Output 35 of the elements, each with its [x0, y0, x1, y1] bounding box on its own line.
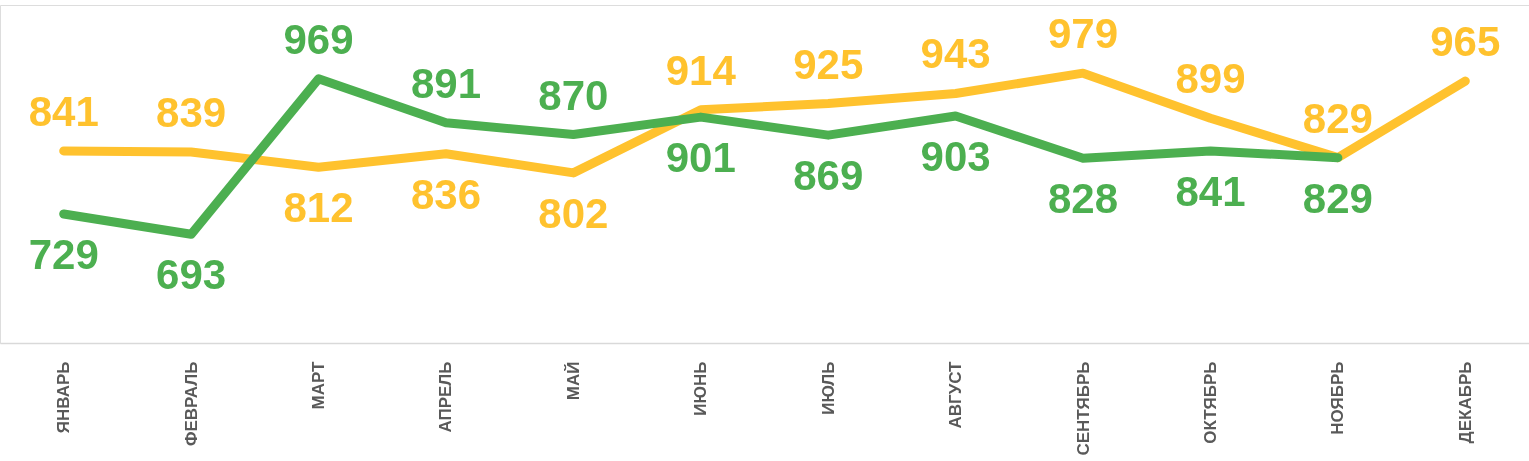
data-label: 943	[920, 30, 991, 78]
data-label: 828	[1048, 175, 1119, 223]
data-label: 914	[665, 46, 737, 94]
x-tick-label: АПРЕЛЬ	[436, 361, 456, 433]
x-tick-label: НОЯБРЬ	[1328, 361, 1348, 435]
data-label: 870	[538, 71, 609, 119]
data-label: 839	[156, 89, 227, 137]
data-label: 925	[793, 40, 864, 88]
data-label: 901	[665, 134, 736, 182]
x-tick-label: МАЙ	[563, 361, 583, 401]
data-label: 965	[1430, 18, 1501, 66]
x-tick-label: СЕНТЯБРЬ	[1073, 361, 1093, 456]
data-label: 903	[920, 132, 991, 180]
data-label: 802	[538, 189, 609, 237]
x-tick-label: ЯНВАРЬ	[54, 361, 74, 434]
x-tick-label: ИЮНЬ	[691, 361, 711, 416]
x-tick-label: ФЕВРАЛЬ	[181, 361, 201, 447]
data-label: 891	[410, 59, 481, 107]
data-label: 841	[1175, 167, 1246, 215]
data-label: 869	[793, 152, 864, 200]
x-tick-label: ОКТЯБРЬ	[1200, 361, 1220, 444]
data-label: 899	[1175, 55, 1246, 103]
data-label: 979	[1048, 10, 1119, 58]
x-tick-label: ДЕКАБРЬ	[1455, 361, 1475, 444]
data-label: 841	[28, 87, 99, 135]
data-label: 969	[283, 15, 354, 63]
x-tick-label: АВГУСТ	[946, 360, 966, 429]
data-label: 836	[410, 170, 481, 218]
data-label: 693	[156, 251, 227, 299]
x-tick-label: ИЮЛЬ	[818, 361, 838, 415]
data-label: 812	[283, 184, 354, 232]
data-label: 729	[28, 231, 99, 278]
x-tick-label: МАРТ	[309, 360, 329, 410]
data-label: 829	[1302, 174, 1373, 222]
data-label: 829	[1302, 94, 1373, 142]
